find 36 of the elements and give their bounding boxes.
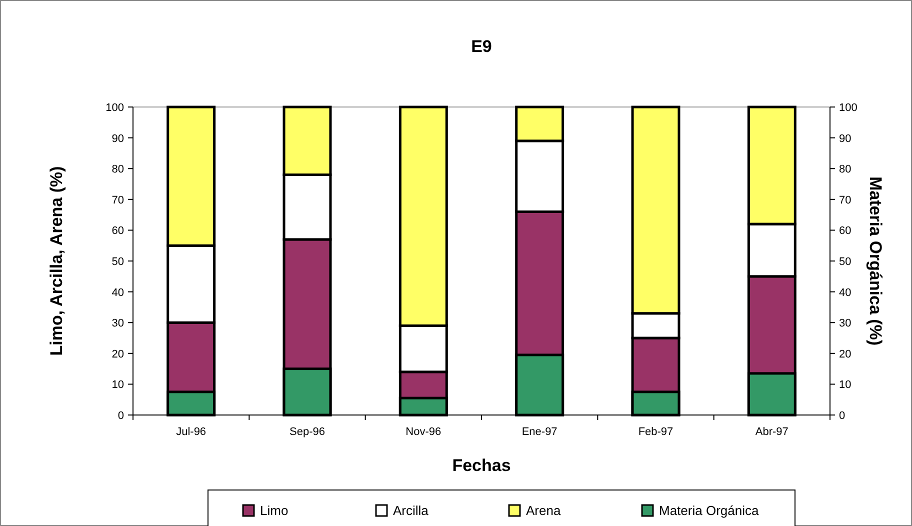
y2-tick-label: 0 [839,410,846,422]
y2-tick-label: 90 [839,132,852,145]
x-tick-label: Jul-96 [176,426,206,438]
y2-axis-title: Materia Orgánica (%) [866,176,885,346]
y2-tick-label: 60 [839,225,852,238]
x-tick-label: Nov-96 [406,426,442,438]
y2-tick-label: 20 [839,348,852,360]
y-tick-label: 50 [112,256,124,268]
y2-tick-label: 50 [839,256,852,268]
y2-tick-label: 30 [839,318,852,330]
y2-tick-label: 40 [839,286,852,299]
y2-tick-label: 80 [839,164,852,176]
legend-label: Arcilla [393,503,430,518]
y-tick-label: 30 [112,318,124,330]
legend-label: Limo [260,503,288,518]
chart-title: E9 [471,37,492,56]
legend-label: Arena [526,503,562,518]
y-tick-label: 10 [112,379,124,392]
x-tick-label: Feb-97 [638,426,674,438]
y-tick-label: 40 [112,286,124,299]
y-tick-label: 60 [112,225,124,238]
x-tick-label: Abr-97 [755,426,788,438]
y-tick-label: 100 [106,102,124,114]
y2-tick-label: 100 [839,102,858,114]
y-axis-title: Limo, Arcilla, Arena (%) [47,166,66,356]
y-tick-label: 0 [118,410,124,422]
y2-tick-label: 10 [839,379,852,392]
legend-label: Materia Orgánica [659,503,760,518]
y2-tick-label: 70 [839,194,852,206]
x-tick-label: Ene-97 [522,426,558,438]
y-tick-label: 90 [112,132,124,145]
x-axis-title: Fechas [452,456,511,475]
y-tick-label: 70 [112,194,124,206]
y-tick-label: 20 [112,348,124,360]
x-tick-label: Sep-96 [290,426,325,438]
y-tick-label: 80 [112,164,124,176]
